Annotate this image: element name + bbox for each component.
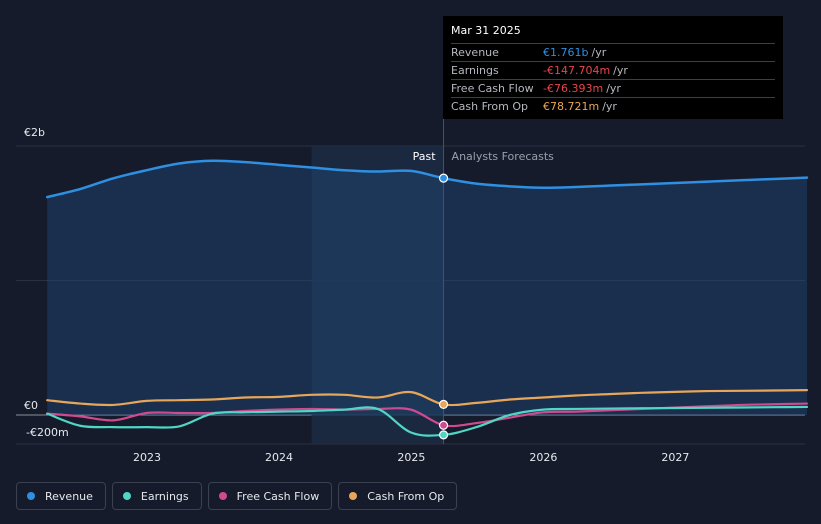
- y-tick-label: €0: [24, 399, 38, 412]
- past-label: Past: [413, 150, 437, 163]
- legend-item-revenue[interactable]: Revenue: [16, 482, 106, 510]
- chart-area: €2b €0 -€200m 2023 2024 2025 2026 2027 Past Analy…: [16, 95, 809, 464]
- revenue-dot-icon: [27, 492, 35, 500]
- tooltip-unit: /yr: [602, 100, 617, 113]
- tooltip-row-earnings: Earnings -€147.704m /yr: [451, 61, 775, 79]
- tooltip-label: Cash From Op: [451, 100, 529, 113]
- free-cash-flow-marker: [438, 420, 449, 430]
- tooltip-label: Earnings: [451, 64, 499, 77]
- legend: Revenue Earnings Free Cash Flow Cash Fro…: [16, 482, 458, 510]
- x-tick-label: 2023: [133, 451, 161, 464]
- x-tick-label: 2025: [397, 451, 425, 464]
- x-tick-label: 2026: [529, 451, 557, 464]
- x-tick-label: 2027: [661, 451, 689, 464]
- tooltip-row-cash-from-op: Cash From Op €78.721m /yr: [451, 97, 775, 115]
- tooltip: Mar 31 2025 Revenue €1.761b /yr Earnings…: [443, 16, 783, 119]
- earnings-marker: [438, 430, 449, 440]
- legend-label: Cash From Op: [367, 489, 445, 503]
- y-tick-label: €2b: [24, 126, 45, 139]
- cash-from-op-dot-icon: [349, 492, 358, 500]
- earnings-line: [46, 405, 809, 437]
- revenue-line: [45, 159, 809, 199]
- tooltip-row-revenue: Revenue €1.761b /yr: [451, 43, 775, 61]
- tooltip-label: Revenue: [451, 46, 499, 59]
- legend-item-free-cash-flow[interactable]: Free Cash Flow: [207, 482, 333, 510]
- tooltip-value: €78.721m: [543, 100, 600, 113]
- tooltip-unit: /yr: [606, 82, 621, 95]
- tooltip-value: -€76.393m: [543, 82, 604, 95]
- tooltip-unit: /yr: [591, 46, 607, 59]
- legend-label: Revenue: [45, 489, 93, 503]
- earnings-dot-icon: [122, 492, 131, 500]
- revenue-marker: [438, 173, 449, 183]
- tooltip-value: -€147.704m: [543, 64, 611, 77]
- legend-label: Free Cash Flow: [236, 489, 320, 503]
- legend-item-earnings[interactable]: Earnings: [111, 482, 202, 510]
- tooltip-label: Free Cash Flow: [451, 82, 534, 95]
- tooltip-unit: /yr: [613, 64, 628, 77]
- free-cash-flow-dot-icon: [218, 492, 227, 500]
- y-tick-label: -€200m: [26, 426, 69, 439]
- x-tick-label: 2024: [265, 451, 293, 464]
- revenue-area: [47, 160, 808, 415]
- cash-from-op-line: [46, 389, 809, 407]
- tooltip-value: €1.761b: [543, 46, 589, 59]
- legend-label: Earnings: [140, 489, 189, 503]
- forecast-label: Analysts Forecasts: [452, 150, 555, 163]
- cash-from-op-marker: [438, 399, 449, 410]
- tooltip-row-free-cash-flow: Free Cash Flow -€76.393m /yr: [451, 79, 775, 97]
- legend-item-cash-from-op[interactable]: Cash From Op: [338, 482, 458, 510]
- tooltip-date: Mar 31 2025: [451, 24, 521, 37]
